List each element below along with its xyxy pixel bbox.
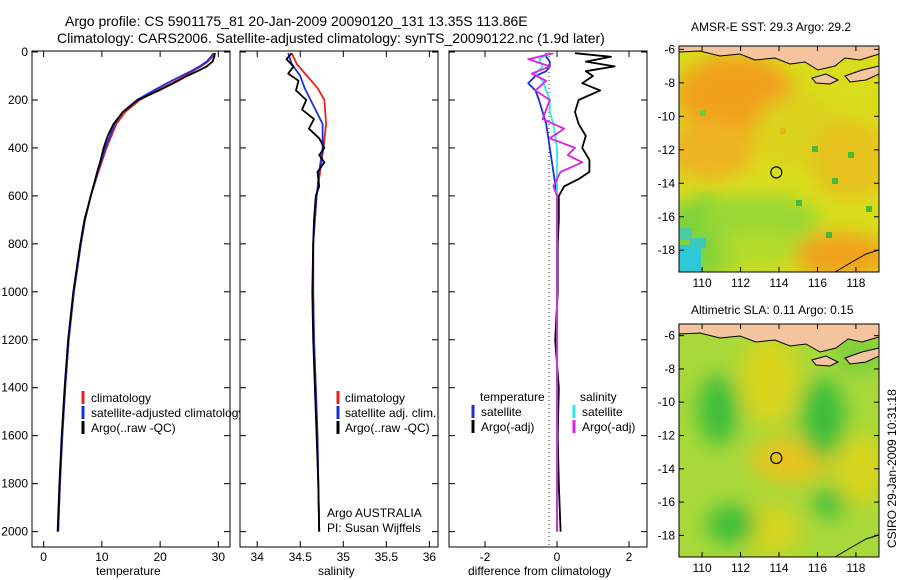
x-tick-label: -2 bbox=[480, 550, 491, 564]
credit-pi: PI: Susan Wijffels bbox=[327, 521, 421, 535]
figure-title-line1: Argo profile: CS 5901175_81 20-Jan-2009 … bbox=[65, 13, 528, 29]
sla-map-ticks: 110 112 114 116 118 -6 -8 -10 -12 -14 -16 -18 bbox=[658, 324, 879, 575]
series-argo bbox=[56, 53, 216, 532]
y-tick-label: 1000 bbox=[1, 285, 28, 299]
legend-label-temp-argo: Argo(-adj) bbox=[481, 420, 534, 434]
csiro-timestamp: CSIRO 29-Jan-2009 10:31:18 bbox=[885, 389, 899, 548]
legend-label-sal-argo-diff: Argo(-adj) bbox=[582, 420, 635, 434]
difference-panel: -2 0 2 difference from climatology tempera… bbox=[448, 50, 648, 578]
map-y-tick-label: -6 bbox=[664, 329, 675, 343]
legend-header-salinity: salinity bbox=[580, 390, 617, 404]
legend-label-sal-climatology: climatology bbox=[345, 391, 405, 405]
map-x-tick-label: 114 bbox=[769, 276, 788, 290]
map-x-tick-label: 116 bbox=[808, 561, 827, 575]
series-temp-argo bbox=[554, 52, 616, 532]
salinity-legend: climatology satellite adj. clim. Argo(..… bbox=[336, 391, 436, 435]
y-tick-label: 1400 bbox=[1, 381, 28, 395]
legend-label-satellite: satellite-adjusted climatology bbox=[91, 406, 244, 420]
map-y-tick-label: -8 bbox=[664, 76, 675, 90]
x-tick-label: 35 bbox=[337, 550, 351, 564]
map-y-tick-label: -14 bbox=[658, 462, 676, 476]
x-tick-label: 10 bbox=[95, 550, 109, 564]
legend-header-temperature: temperature bbox=[480, 390, 545, 404]
sst-argo-location-marker bbox=[770, 166, 783, 179]
legend-label-sal-satellite: satellite adj. clim. bbox=[345, 406, 436, 420]
map-x-tick-label: 112 bbox=[731, 561, 750, 575]
x-tick-label: 34 bbox=[251, 550, 265, 564]
map-y-tick-label: -16 bbox=[658, 210, 676, 224]
y-tick-label: 1200 bbox=[1, 333, 28, 347]
legend-label-climatology: climatology bbox=[91, 391, 151, 405]
map-x-tick-label: 110 bbox=[693, 276, 712, 290]
series-sal-argo bbox=[527, 52, 584, 532]
difference-lines bbox=[527, 52, 616, 532]
map-x-tick-label: 118 bbox=[846, 276, 865, 290]
legend-label-argo: Argo(..raw -QC) bbox=[91, 421, 176, 435]
y-tick-label: 600 bbox=[8, 189, 28, 203]
sst-map: 110 112 114 116 118 -6 -8 -10 -12 -14 -16 -18 bbox=[658, 42, 880, 290]
series-argo bbox=[285, 52, 326, 532]
temperature-lines bbox=[56, 52, 217, 532]
y-tick-label: 400 bbox=[8, 141, 28, 155]
difference-xlabel: difference from climatology bbox=[468, 564, 611, 578]
map-x-tick-label: 110 bbox=[693, 561, 712, 575]
x-tick-label: 30 bbox=[212, 550, 226, 564]
map-y-tick-label: -12 bbox=[658, 143, 676, 157]
x-tick-label: 0 bbox=[554, 550, 561, 564]
temperature-panel: 0 10 20 30 0 200 400 600 800 1000 1200 1400 1600 1800… bbox=[1, 45, 244, 578]
map-y-tick-label: -6 bbox=[664, 42, 675, 56]
map-y-tick-label: -18 bbox=[658, 528, 676, 542]
sla-map: 110 112 114 116 118 -6 -8 -10 -12 -14 -16 -18 bbox=[658, 323, 880, 575]
map-y-tick-label: -8 bbox=[664, 362, 675, 376]
difference-ticks: -2 0 2 bbox=[449, 51, 647, 564]
map-y-tick-label: -10 bbox=[658, 109, 676, 123]
map-y-tick-label: -10 bbox=[658, 395, 676, 409]
figure-title-line2: Climatology: CARS2006. Satellite-adjuste… bbox=[57, 30, 605, 46]
legend-label-temp-satellite: satellite bbox=[481, 405, 522, 419]
map-y-tick-label: -14 bbox=[658, 176, 676, 190]
map-x-tick-label: 116 bbox=[808, 276, 827, 290]
salinity-lines bbox=[285, 52, 328, 532]
x-tick-label: 0 bbox=[40, 550, 47, 564]
y-tick-label: 1800 bbox=[1, 477, 28, 491]
y-tick-label: 2000 bbox=[1, 525, 28, 539]
sst-map-title: AMSR-E SST: 29.3 Argo: 29.2 bbox=[691, 20, 851, 34]
y-tick-label: 800 bbox=[8, 237, 28, 251]
map-x-tick-label: 114 bbox=[769, 561, 788, 575]
sla-argo-location-marker bbox=[770, 451, 783, 465]
salinity-xlabel: salinity bbox=[318, 564, 355, 578]
x-tick-label: 2 bbox=[626, 550, 633, 564]
legend-label-sal-sat-diff: satellite bbox=[582, 405, 623, 419]
credit-argo-australia: Argo AUSTRALIA bbox=[327, 506, 422, 520]
salinity-axes-box bbox=[239, 50, 439, 548]
map-y-tick-label: -18 bbox=[658, 243, 676, 257]
temperature-ticks: 0 10 20 30 0 200 400 600 800 1000 1200 1400 1600 1800… bbox=[1, 45, 230, 564]
x-tick-label: 35.5 bbox=[375, 550, 399, 564]
salinity-panel: 34 34.5 35 35.5 36 salinity climatology sate… bbox=[239, 50, 439, 578]
temperature-axes-box bbox=[31, 50, 231, 548]
x-tick-label: 34.5 bbox=[289, 550, 313, 564]
sst-map-ticks: 110 112 114 116 118 -6 -8 -10 -12 -14 -16 -18 bbox=[658, 42, 879, 290]
map-y-tick-label: -16 bbox=[658, 495, 676, 509]
legend-label-sal-argo: Argo(..raw -QC) bbox=[345, 421, 430, 435]
map-x-tick-label: 112 bbox=[731, 276, 750, 290]
temperature-xlabel: temperature bbox=[96, 564, 161, 578]
temperature-legend: climatology satellite-adjusted climatolo… bbox=[81, 391, 244, 435]
difference-axes-box bbox=[448, 50, 648, 548]
y-tick-label: 1600 bbox=[1, 429, 28, 443]
x-tick-label: 20 bbox=[153, 550, 167, 564]
salinity-ticks: 34 34.5 35 35.5 36 bbox=[240, 51, 438, 564]
sla-map-title: Altimetric SLA: 0.11 Argo: 0.15 bbox=[691, 303, 854, 317]
map-x-tick-label: 118 bbox=[846, 561, 865, 575]
x-tick-label: 36 bbox=[423, 550, 437, 564]
y-tick-label: 200 bbox=[8, 93, 28, 107]
map-y-tick-label: -12 bbox=[658, 429, 676, 443]
difference-legend: temperature salinity satellite Argo(-adj… bbox=[471, 390, 635, 434]
y-tick-label: 0 bbox=[21, 45, 28, 59]
